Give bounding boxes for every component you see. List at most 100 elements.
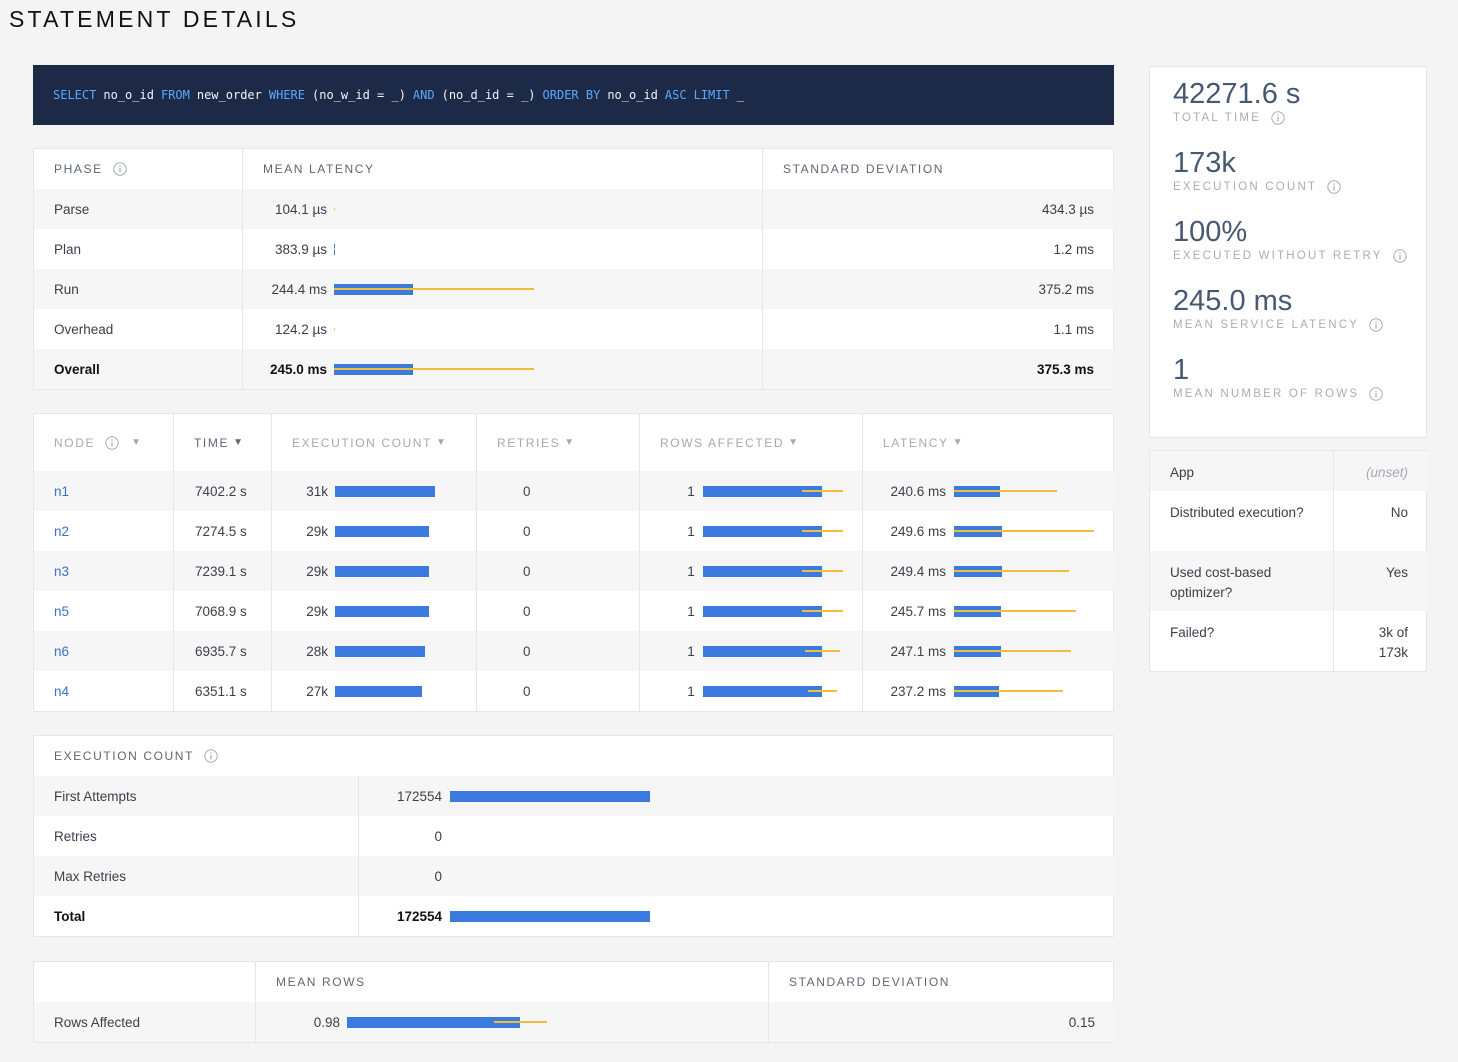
count-value: 172554 <box>359 776 1115 816</box>
deviation-line <box>802 490 843 492</box>
bar-track <box>702 685 842 697</box>
node-link[interactable]: n2 <box>54 523 70 539</box>
node-cell: n3 <box>34 551 174 591</box>
sort-icon: ▼ <box>564 437 576 448</box>
sql-keyword: ORDER BY <box>542 88 601 102</box>
column-header-text: ROWS AFFECTED <box>660 435 785 450</box>
count-name: Max Retries <box>34 856 359 896</box>
info-table: App (unset) Distributed execution? No Used c… <box>1149 450 1428 672</box>
deviation-line <box>954 690 1063 692</box>
summary-stat: 245.0 ms MEAN SERVICE LATENCY <box>1173 284 1426 353</box>
latency-label: 237.2 ms <box>890 683 946 699</box>
mean-rows: 0.98 <box>256 1002 769 1042</box>
count-value: 0 <box>359 816 1115 856</box>
time: 7274.5 s <box>174 511 272 551</box>
column-header[interactable]: LATENCY ▼ <box>863 414 1115 471</box>
deviation-line <box>954 610 1076 612</box>
mean-latency-label: 244.4 ms <box>271 281 327 297</box>
sql-keyword: AND <box>412 88 435 102</box>
node-link[interactable]: n5 <box>54 603 70 619</box>
column-header[interactable]: ROWS AFFECTED ▼ <box>640 414 863 471</box>
bar-track <box>334 243 534 255</box>
rows-affected: 1 <box>640 471 863 511</box>
node-cell: n4 <box>34 671 174 711</box>
column-header[interactable]: EXECUTION COUNT ▼ <box>272 414 477 471</box>
phase-name: Plan <box>34 229 243 269</box>
info-icon <box>1392 249 1407 263</box>
deviation-line <box>802 610 843 612</box>
node-link[interactable]: n3 <box>54 563 70 579</box>
sql-keyword: LIMIT <box>693 88 730 102</box>
retries: 0 <box>477 511 640 551</box>
deviation-line <box>802 530 843 532</box>
deviation-line <box>954 570 1070 572</box>
summary-value: 42271.6 s <box>1173 78 1301 110</box>
info-icon-circle <box>204 749 218 763</box>
execution-count: 31k <box>272 471 477 511</box>
column-header-text: PHASE <box>54 162 103 176</box>
column-header-text: RETRIES <box>497 435 561 450</box>
table-header: EXECUTION COUNT <box>34 736 1115 776</box>
sort-icon: ▼ <box>131 437 143 448</box>
info-icon <box>1327 180 1341 194</box>
time: 6351.1 s <box>174 671 272 711</box>
phase-name: Run <box>34 269 243 309</box>
execution-count-label: 29k <box>306 603 328 619</box>
deviation-line <box>954 530 1094 532</box>
summary-label: MEAN SERVICE LATENCY <box>1173 319 1360 332</box>
time: 7402.2 s <box>174 471 272 511</box>
bar-track <box>335 565 435 577</box>
count-value-label: 172554 <box>396 788 442 804</box>
column-header[interactable]: NODE ▼ <box>34 414 174 471</box>
sort-icon: ▼ <box>436 437 448 448</box>
latency: 245.7 ms <box>863 591 1115 631</box>
summary-label-row: MEAN NUMBER OF ROWS <box>1173 387 1426 401</box>
info-icon-graphic <box>1271 111 1285 125</box>
latency: 249.6 ms <box>863 511 1115 551</box>
summary-value: 173k <box>1173 147 1236 179</box>
info-icon-dot <box>1375 390 1378 392</box>
sql-text: _ <box>736 88 744 102</box>
bar-track <box>335 605 435 617</box>
column-header[interactable]: RETRIES ▼ <box>477 414 640 471</box>
column-header: STANDARD DEVIATION <box>763 149 1114 189</box>
summary-label-row: EXECUTED WITHOUT RETRY <box>1173 249 1426 263</box>
info-icon-graphic <box>1392 249 1407 263</box>
retries: 0 <box>477 591 640 631</box>
info-value: Yes <box>1334 551 1428 611</box>
deviation-line <box>954 490 1057 492</box>
mean-bar <box>335 606 429 617</box>
node-link[interactable]: n1 <box>54 483 70 499</box>
info-icon-dot <box>1375 321 1377 323</box>
bar-track <box>335 525 435 537</box>
info-icon <box>1369 318 1383 332</box>
info-label: Failed? <box>1150 611 1334 671</box>
rows-affected: 1 <box>640 551 863 591</box>
bar-track <box>347 1016 547 1028</box>
node-link[interactable]: n6 <box>54 643 70 659</box>
column-header[interactable]: TIME ▼ <box>174 414 272 471</box>
execution-count: 27k <box>272 671 477 711</box>
rows-affected-label: 1 <box>687 603 695 619</box>
mean-latency-label: 245.0 ms <box>269 361 327 377</box>
column-header-text: EXECUTION COUNT <box>292 435 433 450</box>
page-title: STATEMENT DETAILS <box>9 6 300 32</box>
count-value-label: 172554 <box>396 908 442 924</box>
rows-affected: 1 <box>640 511 863 551</box>
summary-value: 245.0 ms <box>1173 285 1293 317</box>
standard-deviation: 375.3 ms <box>763 349 1114 389</box>
summary-label: EXECUTED WITHOUT RETRY <box>1173 250 1383 263</box>
sql-keyword: SELECT <box>53 88 97 102</box>
bar-track <box>954 525 1094 537</box>
standard-deviation: 434.3 µs <box>763 189 1114 229</box>
sql-keyword: ASC <box>664 88 687 102</box>
table-header-text: EXECUTION COUNT <box>54 749 195 763</box>
execution-count-label: 31k <box>306 483 328 499</box>
standard-deviation: 1.2 ms <box>1053 241 1094 257</box>
deviation-line <box>334 288 534 290</box>
column-header-text: TIME <box>194 435 230 450</box>
execution-count-label: 29k <box>306 563 328 579</box>
node-link[interactable]: n4 <box>54 683 70 699</box>
column-header-text: MEAN LATENCY <box>263 162 375 176</box>
